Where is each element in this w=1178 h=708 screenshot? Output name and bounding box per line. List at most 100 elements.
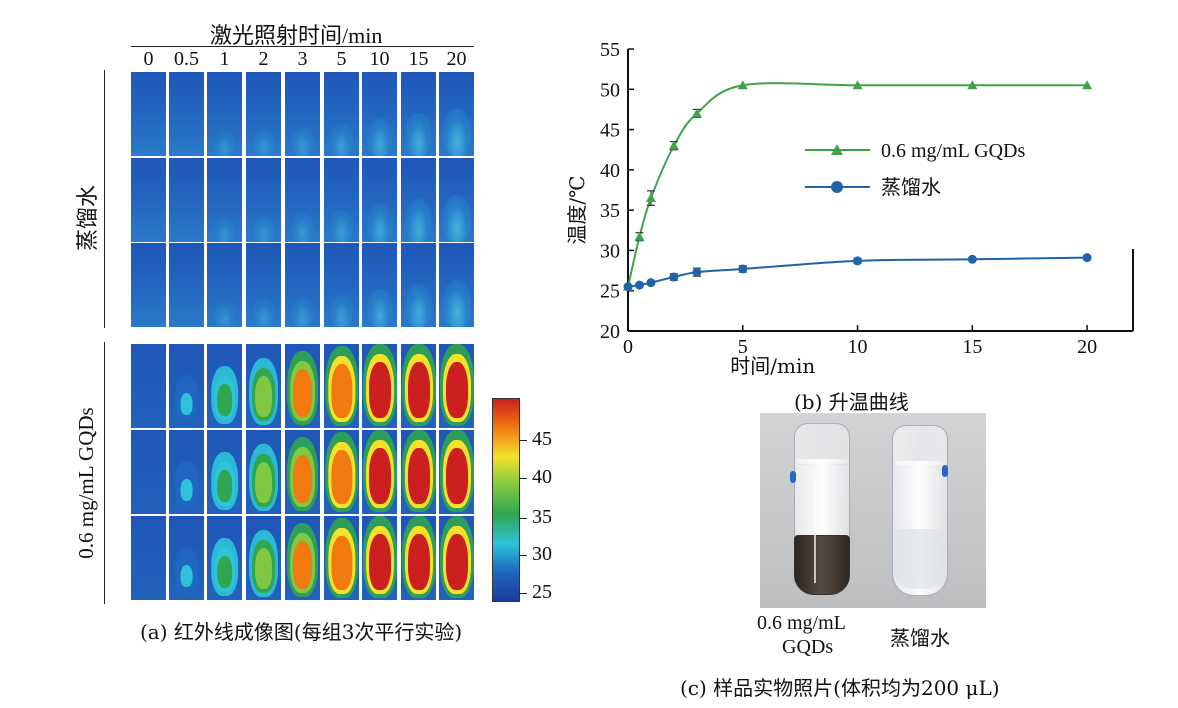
colorbar-tick-label: 35 [532, 506, 552, 528]
y-tick-label: 20 [600, 321, 620, 343]
y-axis-label: 温度/℃ [565, 175, 589, 244]
thermal-image-cell [169, 516, 204, 600]
colorbar-tick-mark [519, 555, 527, 556]
thermal-image-cell [169, 430, 204, 514]
data-point [1082, 253, 1092, 263]
colorbar-tick-mark [519, 478, 527, 479]
group-label-water: 蒸馏水 [66, 185, 106, 251]
thermal-image-cell [401, 516, 436, 600]
thermal-image-cell [285, 158, 320, 242]
thermal-image-cell [439, 158, 474, 242]
legend-marker [831, 144, 843, 155]
thermal-image-cell [131, 344, 166, 428]
x-tick-label: 5 [738, 336, 748, 358]
thermal-image-cell [324, 430, 359, 514]
x-tick-label: 10 [848, 336, 868, 358]
thermal-image-cell [169, 158, 204, 242]
group-bracket-water [104, 70, 105, 328]
thermal-image-cell [362, 158, 397, 242]
time-label: 20 [446, 48, 467, 70]
thermal-image-cell [439, 344, 474, 428]
thermal-image-cell [285, 430, 320, 514]
x-tick-label: 15 [962, 336, 982, 358]
thermal-image-cell [362, 430, 397, 514]
thermal-image-cell [324, 344, 359, 428]
data-point [668, 140, 679, 150]
thermal-image-cell [362, 344, 397, 428]
time-label: 15 [408, 48, 429, 70]
vial-water [888, 425, 950, 597]
data-point [967, 80, 978, 90]
thermal-image-cell [246, 243, 281, 327]
data-point [1082, 80, 1093, 90]
vial-gqds-mark [790, 471, 796, 483]
legend-marker [831, 181, 843, 193]
y-tick-label: 40 [600, 160, 620, 182]
thermal-image-cell [246, 430, 281, 514]
thermal-image-cell [439, 516, 474, 600]
x-tick-label: 20 [1077, 336, 1097, 358]
thermal-image-cell [131, 158, 166, 242]
thermal-image-cell [246, 516, 281, 600]
thermal-image-cell [285, 72, 320, 156]
data-point [646, 278, 656, 288]
data-point [853, 256, 863, 266]
sample-label-water: 蒸馏水 [890, 628, 950, 650]
thermal-image-cell [246, 72, 281, 156]
thermal-image-cell [401, 344, 436, 428]
thermal-image-cell [246, 344, 281, 428]
caption-c: (c) 样品实物照片(体积均为200 μL) [680, 676, 1000, 700]
sample-label-gqds-line1: 0.6 mg/mL [757, 612, 846, 634]
series-line [627, 82, 1088, 287]
y-tick-label: 25 [600, 281, 620, 303]
thermal-image-cell [401, 72, 436, 156]
time-label: 2 [258, 48, 269, 70]
thermal-image-cell [401, 158, 436, 242]
thermal-image-cell [285, 516, 320, 600]
y-tick-label: 45 [600, 120, 620, 142]
data-point [692, 267, 702, 277]
data-point [669, 272, 679, 282]
caption-b: (b) 升温曲线 [794, 390, 909, 414]
data-point [852, 80, 863, 90]
thermal-image-cell [207, 72, 242, 156]
colorbar-tick-mark [519, 593, 527, 594]
sample-label-gqds-line2: GQDs [782, 636, 834, 658]
thermal-image-cell [246, 158, 281, 242]
thermal-image-cell [207, 158, 242, 242]
thermal-image-cell [131, 72, 166, 156]
thermal-image-cell [131, 516, 166, 600]
data-point [634, 280, 644, 290]
vial-gqds [790, 423, 852, 598]
thermal-image-cell [285, 243, 320, 327]
thermal-image-cell [324, 243, 359, 327]
thermal-image-cell [362, 72, 397, 156]
colorbar-tick-label: 25 [532, 581, 552, 603]
group-label-water-text: 蒸馏水 [75, 184, 100, 251]
colorbar-tick-mark [519, 440, 527, 441]
y-tick-label: 35 [600, 200, 620, 222]
time-label: 5 [336, 48, 347, 70]
thermal-image-cell [439, 72, 474, 156]
data-point [645, 193, 656, 203]
data-point [634, 231, 645, 241]
data-point [967, 254, 977, 264]
thermal-image-cell [207, 344, 242, 428]
colorbar-tick-label: 40 [532, 466, 552, 488]
colorbar-tick-mark [519, 518, 527, 519]
colorbar-tick-label: 45 [532, 428, 552, 450]
series-line [627, 256, 1088, 288]
thermal-image-cell [169, 243, 204, 327]
vial-water-mark [942, 465, 948, 477]
thermal-image-cell [169, 72, 204, 156]
time-label: 0 [143, 48, 154, 70]
group-label-gqds-text: 0.6 mg/mL GQDs [73, 407, 98, 559]
thermal-image-cell [285, 344, 320, 428]
legend-label: 蒸馏水 [881, 176, 941, 199]
y-tick-label: 55 [600, 39, 620, 61]
thermal-image-cell [324, 158, 359, 242]
x-tick-label: 0 [623, 336, 633, 358]
legend-label: 0.6 mg/mL GQDs [881, 140, 1025, 162]
y-tick-label: 30 [600, 240, 620, 262]
time-label: 0.5 [174, 48, 199, 70]
